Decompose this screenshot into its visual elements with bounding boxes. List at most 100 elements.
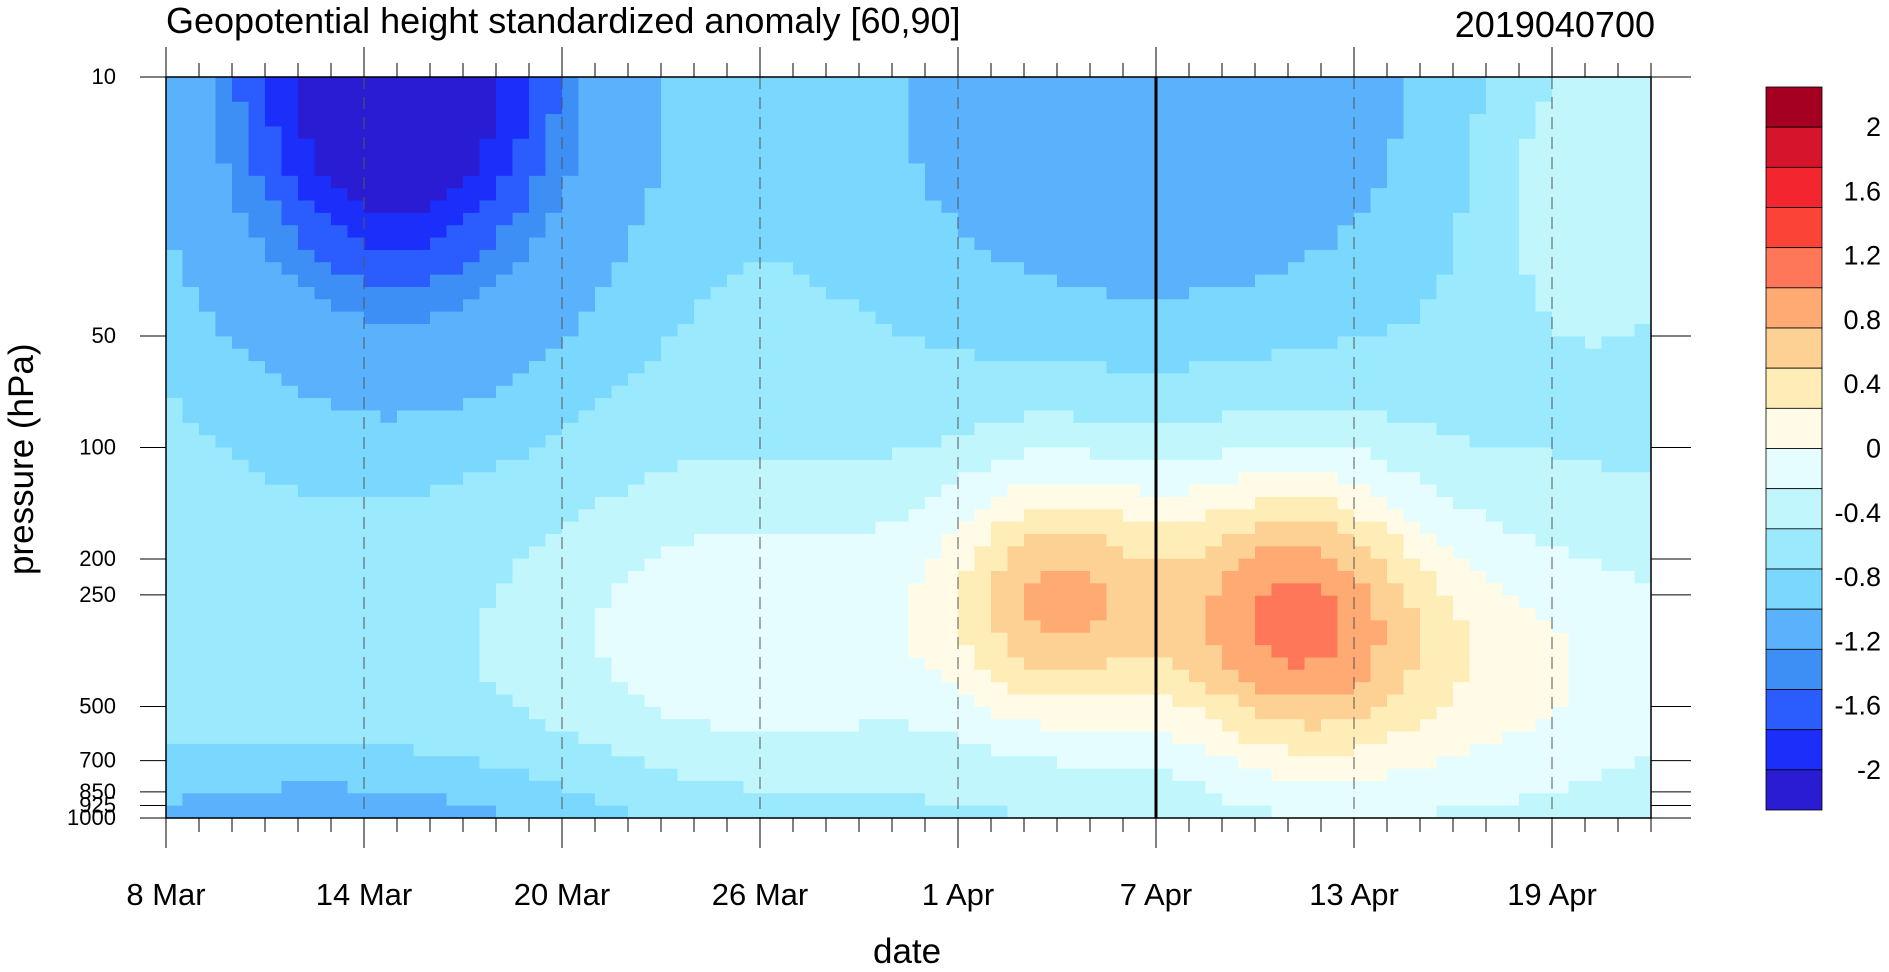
contour-cell bbox=[529, 521, 547, 535]
contour-cell bbox=[1271, 620, 1289, 634]
contour-cell bbox=[925, 521, 943, 535]
contour-cell bbox=[182, 805, 200, 819]
contour-cell bbox=[364, 311, 382, 325]
contour-cell bbox=[1271, 138, 1289, 152]
contour-cell bbox=[1354, 694, 1372, 708]
contour-cell bbox=[644, 237, 662, 251]
contour-cell bbox=[1073, 286, 1091, 300]
contour-cell bbox=[232, 768, 250, 782]
contour-cell bbox=[1288, 484, 1306, 498]
contour-cell bbox=[430, 571, 448, 584]
contour-cell bbox=[182, 151, 200, 165]
contour-cell bbox=[479, 447, 497, 461]
contour-cell bbox=[776, 225, 794, 239]
contour-cell bbox=[182, 459, 200, 473]
contour-cell bbox=[743, 805, 761, 819]
contour-cell bbox=[644, 175, 662, 189]
contour-cell bbox=[199, 780, 217, 794]
contour-cell bbox=[529, 719, 547, 733]
contour-cell bbox=[1255, 225, 1273, 239]
contour-cell bbox=[281, 373, 299, 387]
contour-cell bbox=[760, 299, 778, 313]
contour-cell bbox=[578, 682, 596, 696]
contour-cell bbox=[1403, 484, 1421, 498]
contour-cell bbox=[1436, 262, 1454, 276]
contour-cell bbox=[1205, 595, 1223, 609]
contour-cell bbox=[1024, 694, 1042, 708]
contour-cell bbox=[463, 324, 481, 337]
contour-cell bbox=[578, 151, 596, 165]
contour-cell bbox=[1073, 620, 1091, 634]
contour-cell bbox=[1370, 311, 1388, 325]
contour-cell bbox=[1519, 731, 1537, 745]
contour-cell bbox=[232, 299, 250, 313]
contour-cell bbox=[925, 546, 943, 560]
contour-cell bbox=[1519, 533, 1537, 547]
contour-cell bbox=[908, 200, 926, 214]
contour-cell bbox=[397, 274, 415, 288]
contour-cell bbox=[1370, 496, 1388, 510]
contour-cell bbox=[578, 114, 596, 127]
contour-cell bbox=[892, 361, 910, 374]
contour-cell bbox=[545, 756, 563, 770]
contour-cell bbox=[941, 225, 959, 239]
contour-cell bbox=[199, 422, 217, 436]
contour-cell bbox=[347, 410, 365, 424]
contour-cell bbox=[562, 805, 580, 819]
contour-cell bbox=[578, 620, 596, 634]
contour-cell bbox=[892, 682, 910, 696]
contour-cell bbox=[1420, 719, 1438, 733]
contour-cell bbox=[1469, 682, 1487, 696]
contour-cell bbox=[1205, 422, 1223, 436]
contour-cell bbox=[776, 546, 794, 560]
contour-cell bbox=[232, 163, 250, 177]
contour-cell bbox=[727, 163, 745, 177]
contour-cell bbox=[331, 175, 349, 189]
contour-cell bbox=[1288, 373, 1306, 387]
contour-cell bbox=[1519, 336, 1537, 350]
contour-cell bbox=[529, 410, 547, 424]
contour-cell bbox=[1304, 138, 1322, 152]
contour-cell bbox=[1007, 138, 1025, 152]
contour-cell bbox=[710, 743, 728, 757]
contour-cell bbox=[661, 324, 679, 337]
contour-cell bbox=[1288, 645, 1306, 659]
contour-cell bbox=[595, 299, 613, 313]
contour-cell bbox=[760, 645, 778, 659]
contour-cell bbox=[694, 336, 712, 350]
contour-cell bbox=[760, 484, 778, 498]
contour-cell bbox=[842, 336, 860, 350]
contour-cell bbox=[166, 694, 184, 708]
contour-cell bbox=[265, 805, 283, 819]
contour-cell bbox=[1486, 114, 1504, 127]
contour-cell bbox=[1222, 212, 1240, 226]
contour-cell bbox=[859, 719, 877, 733]
contour-cell bbox=[281, 114, 299, 127]
contour-cell bbox=[908, 114, 926, 127]
contour-cell bbox=[1238, 447, 1256, 461]
contour-cell bbox=[545, 212, 563, 226]
contour-cell bbox=[512, 706, 530, 720]
contour-cell bbox=[1007, 780, 1025, 794]
contour-cell bbox=[875, 89, 893, 103]
contour-cell bbox=[1007, 163, 1025, 177]
contour-cell bbox=[1090, 324, 1108, 337]
contour-cell bbox=[1370, 101, 1388, 115]
contour-cell bbox=[430, 546, 448, 560]
contour-cell bbox=[281, 324, 299, 337]
contour-cell bbox=[1370, 89, 1388, 103]
contour-cell bbox=[1172, 138, 1190, 152]
contour-cell bbox=[1073, 608, 1091, 621]
contour-cell bbox=[941, 496, 959, 510]
contour-cell bbox=[166, 793, 184, 807]
contour-cell bbox=[1139, 89, 1157, 103]
contour-cell bbox=[380, 521, 398, 535]
contour-cell bbox=[446, 669, 464, 683]
contour-cell bbox=[793, 706, 811, 720]
contour-cell bbox=[1321, 805, 1339, 819]
contour-cell bbox=[1502, 101, 1520, 115]
contour-cell bbox=[1090, 793, 1108, 807]
contour-cell bbox=[677, 262, 695, 276]
contour-cell bbox=[1255, 151, 1273, 165]
contour-cell bbox=[446, 361, 464, 374]
